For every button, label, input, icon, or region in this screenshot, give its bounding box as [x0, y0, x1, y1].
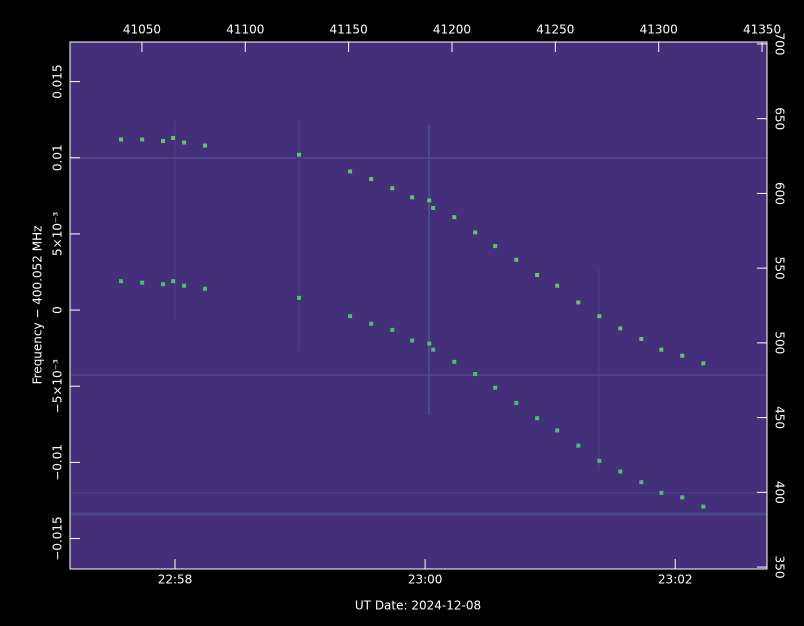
- signal-point: [390, 186, 395, 191]
- x-tick-label: 22:58: [158, 573, 193, 587]
- signal-point: [119, 279, 124, 284]
- signal-point: [680, 495, 685, 500]
- signal-point: [119, 137, 124, 142]
- x2-tick-label: 41050: [123, 23, 161, 37]
- signal-point: [493, 385, 498, 390]
- signal-point: [639, 337, 644, 342]
- x-tick-label: 23:02: [658, 573, 693, 587]
- y2-tick-label: 450: [773, 406, 787, 429]
- signal-point: [452, 215, 457, 220]
- x-tick-label: 23:00: [408, 573, 443, 587]
- signal-point: [140, 280, 145, 285]
- x-axis-label: UT Date: 2024-12-08: [355, 599, 481, 613]
- y2-tick-label: 550: [773, 257, 787, 280]
- signal-point: [161, 139, 166, 144]
- signal-point: [597, 314, 602, 319]
- signal-point: [452, 359, 457, 364]
- signal-point: [618, 469, 623, 474]
- signal-point: [140, 137, 145, 142]
- signal-point: [639, 480, 644, 485]
- x2-tick-label: 41200: [433, 23, 471, 37]
- signal-point: [390, 327, 395, 332]
- x2-tick-label: 41150: [330, 23, 368, 37]
- y-tick-label: 0: [51, 306, 65, 314]
- signal-point: [161, 282, 166, 287]
- signal-point: [701, 504, 706, 509]
- y-tick-label: −0.015: [51, 516, 65, 560]
- signal-point: [182, 140, 187, 145]
- x2-tick-label: 41100: [226, 23, 264, 37]
- signal-point: [597, 458, 602, 463]
- signal-point: [701, 361, 706, 366]
- y-tick-label: 0.015: [51, 64, 65, 98]
- signal-point: [680, 353, 685, 358]
- y-tick-label: 5×10⁻³: [51, 212, 65, 256]
- signal-point: [576, 300, 581, 305]
- signal-point: [297, 295, 302, 300]
- signal-point: [410, 338, 415, 343]
- signal-point: [182, 283, 187, 288]
- signal-point: [555, 428, 560, 433]
- signal-point: [348, 169, 353, 174]
- signal-point: [369, 321, 374, 326]
- signal-point: [202, 143, 207, 148]
- signal-point: [535, 273, 540, 278]
- signal-point: [473, 230, 478, 235]
- x2-tick-label: 41250: [536, 23, 574, 37]
- plot-area: [70, 42, 767, 569]
- signal-point: [535, 416, 540, 421]
- signal-point: [473, 372, 478, 377]
- signal-point: [659, 490, 664, 495]
- signal-point: [348, 314, 353, 319]
- signal-point: [493, 244, 498, 249]
- y2-tick-label: 600: [773, 182, 787, 205]
- signal-point: [659, 347, 664, 352]
- x2-tick-label: 41300: [640, 23, 678, 37]
- signal-point: [171, 135, 176, 140]
- signal-point: [202, 286, 207, 291]
- signal-point: [410, 195, 415, 200]
- signal-point: [369, 177, 374, 182]
- y-tick-label: 0.01: [51, 144, 65, 171]
- signal-point: [431, 347, 436, 352]
- signal-point: [514, 400, 519, 405]
- noise-streaks: [70, 120, 767, 516]
- y-axis-label: Frequency − 400.052 MHz: [31, 226, 45, 385]
- signal-point: [576, 443, 581, 448]
- y2-tick-label: 400: [773, 481, 787, 504]
- y-tick-label: −5×10⁻³: [51, 359, 65, 413]
- y2-tick-label: 500: [773, 331, 787, 354]
- signal-point: [427, 341, 432, 346]
- signal-point: [427, 198, 432, 203]
- signal-point: [618, 326, 623, 331]
- signal-point: [514, 257, 519, 262]
- y-tick-label: −0.01: [51, 444, 65, 481]
- y2-tick-label: 350: [773, 556, 787, 579]
- x2-tick-label: 41350: [743, 23, 781, 37]
- plot-frame: [69, 41, 768, 570]
- y2-tick-label: 700: [773, 32, 787, 55]
- signal-point: [555, 283, 560, 288]
- signal-point: [171, 279, 176, 284]
- signal-point: [431, 206, 436, 211]
- signal-point: [297, 152, 302, 157]
- y2-tick-label: 650: [773, 107, 787, 130]
